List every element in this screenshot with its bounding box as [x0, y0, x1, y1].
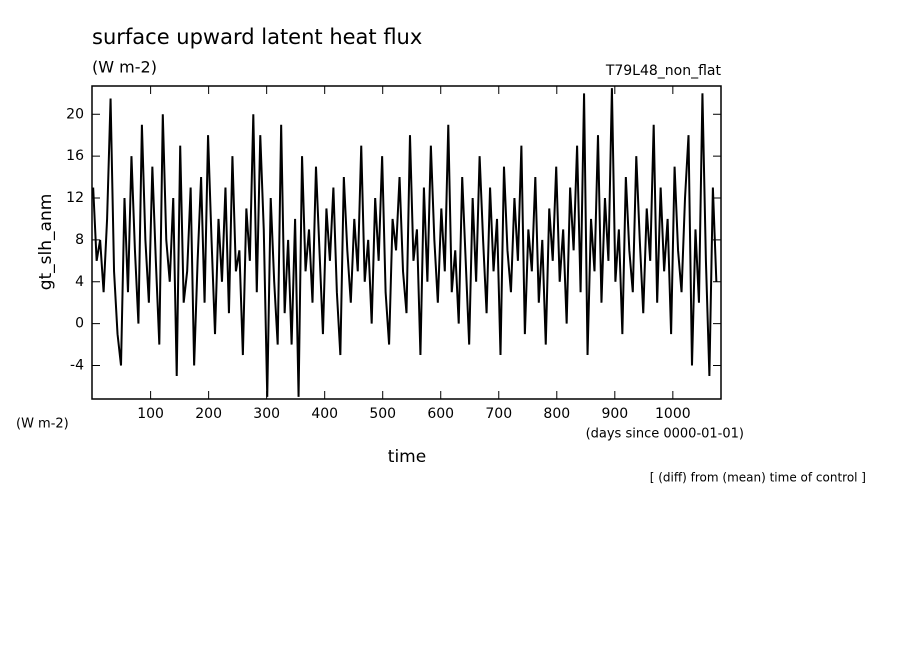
y-tick-label: 12 [66, 190, 84, 206]
x-tick-label: 600 [427, 406, 454, 422]
note: [ (diff) from (mean) time of control ] [650, 471, 866, 485]
data-line [92, 88, 718, 397]
x-tick-label: 400 [311, 406, 338, 422]
units-left: (W m-2) [16, 417, 69, 432]
x-tick-label: 100 [137, 406, 164, 422]
chart-title: surface upward latent heat flux [92, 25, 422, 49]
y-tick-label: 0 [75, 316, 84, 332]
x-tick-label: 800 [543, 406, 570, 422]
plot-frame [91, 85, 722, 400]
y-tick-label: 16 [66, 148, 84, 164]
x-units: (days since 0000-01-01) [586, 427, 744, 442]
y-tick-label: 8 [75, 232, 84, 248]
y-tick-label: -4 [70, 358, 84, 374]
y-axis-label: gt_slh_anm [36, 194, 56, 291]
x-tick-label: 500 [369, 406, 396, 422]
x-tick-label: 700 [485, 406, 512, 422]
run-label: T79L48_non_flat [605, 63, 722, 79]
x-tick-label: 900 [601, 406, 628, 422]
x-tick-label: 200 [195, 406, 222, 422]
x-tick-label: 300 [253, 406, 280, 422]
y-tick-label: 4 [75, 274, 84, 290]
x-axis-label: time [388, 447, 426, 467]
y-tick-label: 20 [66, 106, 84, 122]
x-tick-label: 1000 [655, 406, 691, 422]
units-top: (W m-2) [92, 58, 157, 77]
